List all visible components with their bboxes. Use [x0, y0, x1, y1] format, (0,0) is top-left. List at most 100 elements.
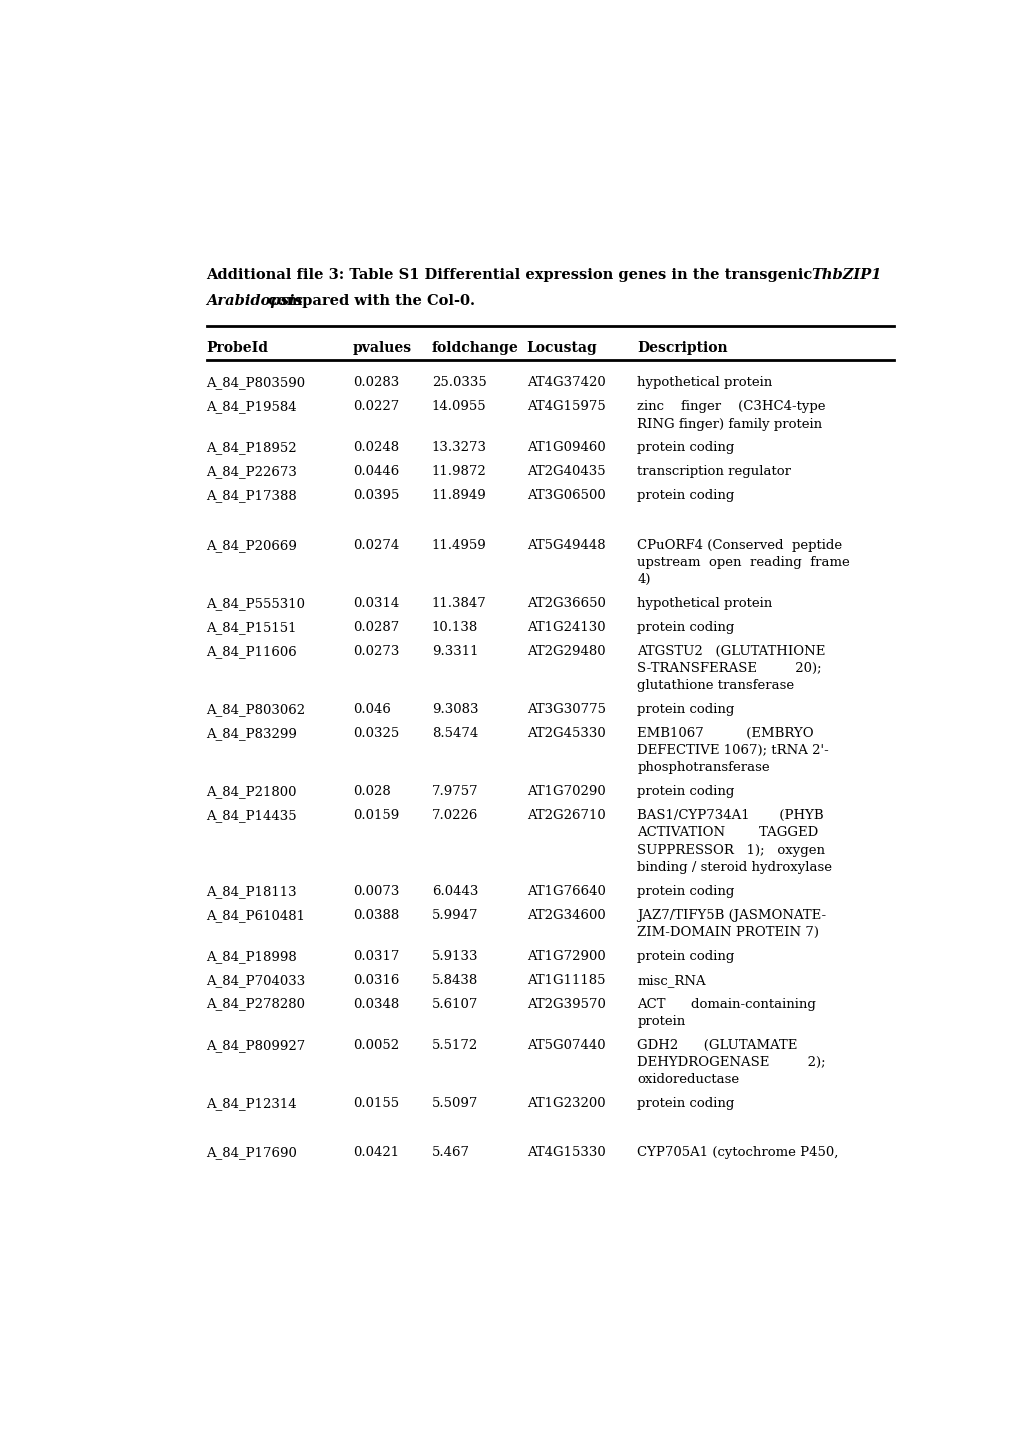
Text: glutathione transferase: glutathione transferase: [637, 680, 794, 693]
Text: 0.028: 0.028: [353, 785, 390, 798]
Text: 13.3273: 13.3273: [431, 442, 486, 455]
Text: 4): 4): [637, 573, 650, 586]
Text: foldchange: foldchange: [431, 341, 518, 355]
Text: 0.0446: 0.0446: [353, 466, 398, 479]
Text: Arabidopsis: Arabidopsis: [206, 294, 303, 309]
Text: 5.8438: 5.8438: [431, 974, 478, 987]
Text: 0.0159: 0.0159: [353, 810, 398, 823]
Text: AT2G45330: AT2G45330: [526, 727, 605, 740]
Text: A_84_P21800: A_84_P21800: [206, 785, 297, 798]
Text: S-TRANSFERASE         20);: S-TRANSFERASE 20);: [637, 662, 821, 675]
Text: A_84_P18998: A_84_P18998: [206, 949, 297, 962]
Text: ATGSTU2   (GLUTATHIONE: ATGSTU2 (GLUTATHIONE: [637, 645, 825, 658]
Text: BAS1/CYP734A1       (PHYB: BAS1/CYP734A1 (PHYB: [637, 810, 823, 823]
Text: A_84_P555310: A_84_P555310: [206, 597, 306, 610]
Text: ProbeId: ProbeId: [206, 341, 268, 355]
Text: 5.467: 5.467: [431, 1147, 470, 1160]
Text: SUPPRESSOR   1);   oxygen: SUPPRESSOR 1); oxygen: [637, 844, 824, 857]
Text: A_84_P278280: A_84_P278280: [206, 997, 306, 1010]
Text: 0.0052: 0.0052: [353, 1039, 398, 1052]
Text: AT4G37420: AT4G37420: [526, 377, 605, 390]
Text: compared with the Col-0.: compared with the Col-0.: [263, 294, 475, 309]
Text: AT4G15975: AT4G15975: [526, 400, 605, 413]
Text: oxidoreductase: oxidoreductase: [637, 1074, 739, 1087]
Text: 5.9133: 5.9133: [431, 949, 478, 962]
Text: A_84_P17690: A_84_P17690: [206, 1147, 298, 1160]
Text: AT1G24130: AT1G24130: [526, 620, 604, 633]
Text: upstream  open  reading  frame: upstream open reading frame: [637, 556, 849, 569]
Text: A_84_P19584: A_84_P19584: [206, 400, 297, 413]
Text: ACTIVATION        TAGGED: ACTIVATION TAGGED: [637, 827, 818, 840]
Text: protein coding: protein coding: [637, 1097, 734, 1110]
Text: A_84_P15151: A_84_P15151: [206, 620, 297, 633]
Text: 0.0273: 0.0273: [353, 645, 398, 658]
Text: A_84_P803590: A_84_P803590: [206, 377, 306, 390]
Text: 0.0248: 0.0248: [353, 442, 398, 455]
Text: hypothetical protein: hypothetical protein: [637, 597, 771, 610]
Text: protein coding: protein coding: [637, 703, 734, 716]
Text: protein coding: protein coding: [637, 620, 734, 633]
Text: phosphotransferase: phosphotransferase: [637, 762, 769, 775]
Text: 0.0287: 0.0287: [353, 620, 398, 633]
Text: AT2G36650: AT2G36650: [526, 597, 605, 610]
Text: 7.0226: 7.0226: [431, 810, 478, 823]
Text: AT2G26710: AT2G26710: [526, 810, 605, 823]
Text: AT2G34600: AT2G34600: [526, 909, 605, 922]
Text: AT2G39570: AT2G39570: [526, 997, 605, 1010]
Text: A_84_P22673: A_84_P22673: [206, 466, 298, 479]
Text: 9.3311: 9.3311: [431, 645, 478, 658]
Text: protein coding: protein coding: [637, 442, 734, 455]
Text: 0.0421: 0.0421: [353, 1147, 398, 1160]
Text: 10.138: 10.138: [431, 620, 478, 633]
Text: AT3G06500: AT3G06500: [526, 489, 605, 502]
Text: AT4G15330: AT4G15330: [526, 1147, 605, 1160]
Text: DEHYDROGENASE         2);: DEHYDROGENASE 2);: [637, 1056, 825, 1069]
Text: protein coding: protein coding: [637, 489, 734, 502]
Text: 14.0955: 14.0955: [431, 400, 486, 413]
Text: A_84_P18952: A_84_P18952: [206, 442, 297, 455]
Text: AT1G70290: AT1G70290: [526, 785, 605, 798]
Text: AT1G76640: AT1G76640: [526, 885, 605, 898]
Text: 0.046: 0.046: [353, 703, 390, 716]
Text: 0.0314: 0.0314: [353, 597, 398, 610]
Text: A_84_P83299: A_84_P83299: [206, 727, 298, 740]
Text: 11.4959: 11.4959: [431, 538, 486, 551]
Text: binding / steroid hydroxylase: binding / steroid hydroxylase: [637, 861, 832, 874]
Text: ZIM-DOMAIN PROTEIN 7): ZIM-DOMAIN PROTEIN 7): [637, 926, 818, 939]
Text: transcription regulator: transcription regulator: [637, 466, 791, 479]
Text: AT1G23200: AT1G23200: [526, 1097, 604, 1110]
Text: 0.0155: 0.0155: [353, 1097, 398, 1110]
Text: A_84_P20669: A_84_P20669: [206, 538, 298, 551]
Text: CYP705A1 (cytochrome P450,: CYP705A1 (cytochrome P450,: [637, 1147, 838, 1160]
Text: protein: protein: [637, 1014, 685, 1027]
Text: GDH2      (GLUTAMATE: GDH2 (GLUTAMATE: [637, 1039, 797, 1052]
Text: AT3G30775: AT3G30775: [526, 703, 605, 716]
Text: hypothetical protein: hypothetical protein: [637, 377, 771, 390]
Text: CPuORF4 (Conserved  peptide: CPuORF4 (Conserved peptide: [637, 538, 842, 551]
Text: A_84_P809927: A_84_P809927: [206, 1039, 306, 1052]
Text: 0.0395: 0.0395: [353, 489, 398, 502]
Text: 0.0227: 0.0227: [353, 400, 398, 413]
Text: 5.6107: 5.6107: [431, 997, 478, 1010]
Text: 0.0348: 0.0348: [353, 997, 398, 1010]
Text: 7.9757: 7.9757: [431, 785, 478, 798]
Text: ThbZIP1: ThbZIP1: [810, 267, 880, 281]
Text: Additional file 3: Table S1 Differential expression genes in the transgenic: Additional file 3: Table S1 Differential…: [206, 267, 817, 281]
Text: 0.0274: 0.0274: [353, 538, 398, 551]
Text: 11.8949: 11.8949: [431, 489, 486, 502]
Text: AT1G11185: AT1G11185: [526, 974, 604, 987]
Text: A_84_P17388: A_84_P17388: [206, 489, 297, 502]
Text: Locustag: Locustag: [526, 341, 597, 355]
Text: 5.9947: 5.9947: [431, 909, 478, 922]
Text: A_84_P18113: A_84_P18113: [206, 885, 297, 898]
Text: 8.5474: 8.5474: [431, 727, 478, 740]
Text: A_84_P610481: A_84_P610481: [206, 909, 306, 922]
Text: 5.5097: 5.5097: [431, 1097, 478, 1110]
Text: 0.0316: 0.0316: [353, 974, 398, 987]
Text: RING finger) family protein: RING finger) family protein: [637, 417, 821, 430]
Text: 6.0443: 6.0443: [431, 885, 478, 898]
Text: 0.0317: 0.0317: [353, 949, 398, 962]
Text: misc_RNA: misc_RNA: [637, 974, 705, 987]
Text: AT1G09460: AT1G09460: [526, 442, 605, 455]
Text: 0.0283: 0.0283: [353, 377, 398, 390]
